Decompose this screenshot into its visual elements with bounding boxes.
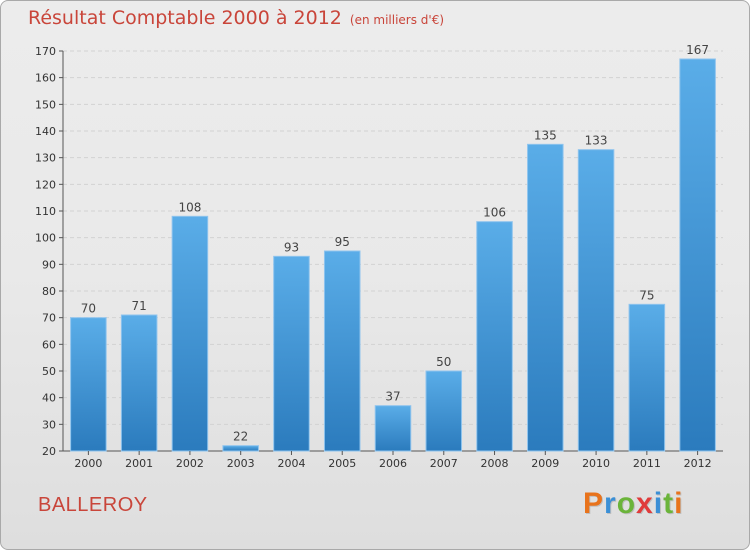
y-tick-label: 60 (42, 338, 56, 351)
x-tick-label: 2009 (531, 457, 559, 470)
x-tick-label: 2008 (481, 457, 509, 470)
data-label: 22 (233, 430, 248, 444)
y-tick-label: 150 (35, 98, 56, 111)
bar-2001 (120, 314, 158, 452)
commune-name: BALLEROY (38, 494, 148, 516)
data-label: 133 (585, 134, 608, 148)
data-label: 93 (284, 240, 299, 254)
data-label: 135 (534, 128, 557, 142)
x-tick-label: 2010 (582, 457, 610, 470)
data-label: 71 (132, 299, 147, 313)
bar-2008 (476, 221, 513, 452)
data-label: 50 (436, 355, 451, 369)
x-tick-label: 2011 (633, 457, 661, 470)
logo-letter: x (636, 487, 654, 520)
data-label: 95 (335, 235, 350, 249)
chart-unit-note: (en milliers d'€) (349, 13, 445, 27)
bar-2010 (577, 149, 615, 452)
bar-2002 (171, 215, 209, 452)
x-tick-label: 2007 (430, 457, 458, 470)
bar-2006 (374, 405, 412, 452)
y-tick-label: 50 (42, 365, 56, 378)
bar-2003 (222, 445, 259, 452)
x-tick-label: 2002 (176, 457, 204, 470)
logo-letter: o (616, 487, 637, 520)
y-tick-label: 30 (42, 418, 56, 431)
data-label: 70 (81, 302, 96, 316)
bar-2009 (527, 143, 564, 452)
x-tick-label: 2005 (328, 457, 356, 470)
y-tick-label: 90 (42, 258, 56, 271)
y-tick-label: 170 (35, 45, 56, 58)
data-label: 75 (639, 288, 654, 302)
bar-2000 (70, 317, 107, 452)
logo-letter: r (604, 487, 617, 520)
bar-2012 (679, 58, 716, 452)
proxiti-logo[interactable]: Proxiti (583, 487, 683, 521)
y-tick-label: 100 (35, 232, 56, 245)
x-tick-label: 2012 (684, 457, 712, 470)
title-block: Résultat Comptable 2000 à 2012 (en millie… (28, 7, 444, 29)
x-tick-label: 2006 (379, 457, 407, 470)
x-tick-label: 2003 (227, 457, 255, 470)
y-tick-label: 70 (42, 312, 56, 325)
y-tick-label: 80 (42, 285, 56, 298)
chart-title: Résultat Comptable 2000 à 2012 (28, 7, 342, 29)
bar-2004 (273, 255, 310, 452)
y-tick-label: 120 (35, 178, 56, 191)
data-label: 37 (385, 390, 400, 404)
y-tick-label: 160 (35, 72, 56, 85)
y-tick-label: 110 (35, 205, 56, 218)
bar-2011 (628, 303, 666, 452)
bar-2007 (425, 370, 463, 452)
x-tick-label: 2000 (74, 457, 102, 470)
data-label: 167 (686, 43, 709, 57)
y-tick-label: 40 (42, 392, 56, 405)
logo-letter: t (663, 487, 675, 520)
bar-2005 (323, 250, 361, 452)
logo-letter: P (583, 487, 605, 520)
x-tick-label: 2001 (125, 457, 153, 470)
data-label: 108 (178, 200, 201, 214)
y-tick-label: 20 (42, 445, 56, 458)
logo-letter: i (674, 487, 684, 520)
logo-letter: i (653, 487, 664, 520)
y-tick-label: 140 (35, 125, 56, 138)
data-label: 106 (483, 206, 506, 220)
x-tick-label: 2004 (277, 457, 305, 470)
y-tick-label: 130 (35, 152, 56, 165)
